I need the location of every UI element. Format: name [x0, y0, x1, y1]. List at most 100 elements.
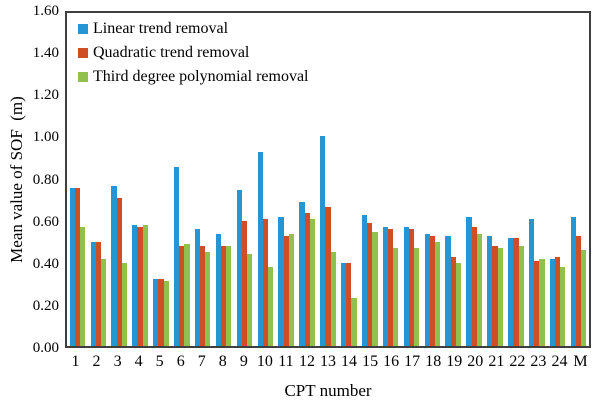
bar — [581, 250, 587, 346]
legend-label: Quadratic trend removal — [93, 44, 250, 61]
bar-group — [485, 13, 506, 346]
x-tick-label: 17 — [404, 353, 421, 370]
x-tick-label: M — [573, 353, 588, 370]
bar — [257, 152, 263, 346]
bar — [142, 225, 148, 346]
bar — [158, 279, 164, 346]
x-tick-label: 23 — [530, 353, 547, 370]
bar-group — [109, 13, 130, 346]
bar — [194, 229, 201, 346]
bar — [153, 279, 159, 346]
x-tick-label: 13 — [320, 353, 336, 370]
bar-group — [151, 13, 172, 346]
bar-group — [318, 13, 339, 346]
y-tick-label: 1.60 — [32, 3, 59, 19]
bar-group — [88, 13, 109, 346]
bar — [163, 281, 169, 346]
y-tick-label: 0.80 — [32, 171, 59, 188]
bar — [487, 235, 493, 346]
bar — [304, 212, 310, 346]
bar — [549, 258, 556, 346]
x-tick-label: 5 — [155, 353, 164, 370]
bar-group — [359, 13, 380, 346]
bar — [80, 227, 86, 346]
bar — [575, 235, 582, 346]
bar — [299, 202, 305, 346]
bar — [247, 254, 253, 346]
bar — [388, 229, 394, 346]
bar-group — [338, 13, 359, 346]
x-tick-label: 4 — [134, 353, 143, 370]
bar — [466, 216, 472, 346]
bar — [174, 167, 180, 346]
bar — [226, 246, 232, 346]
bar — [450, 256, 456, 346]
x-tick-label: 11 — [278, 353, 294, 370]
bar-group — [380, 13, 401, 346]
y-tick-label: 1.00 — [32, 129, 59, 146]
x-tick-label: 14 — [341, 353, 358, 370]
bar — [471, 227, 477, 346]
bar-group — [234, 13, 255, 346]
bar — [262, 219, 268, 346]
x-tick-label: 21 — [488, 353, 505, 370]
bar-group — [171, 13, 192, 346]
x-tick-label: 8 — [218, 353, 227, 370]
y-tick-label: 1.20 — [32, 87, 59, 104]
x-tick-label: 1 — [71, 353, 80, 370]
bar — [330, 252, 336, 346]
x-tick-label: 20 — [467, 353, 484, 370]
bars-container — [67, 13, 589, 346]
bar — [445, 235, 451, 346]
y-tick-label: 0.20 — [32, 297, 59, 314]
x-tick-label: 7 — [197, 353, 206, 370]
x-tick-label: 18 — [425, 353, 442, 370]
legend: Linear trend removal Quadratic trend remo… — [78, 17, 308, 89]
x-tick-label: 9 — [239, 353, 248, 370]
bar — [132, 225, 138, 346]
legend-item: Quadratic trend removal — [78, 41, 308, 65]
bar — [121, 262, 127, 346]
bar — [434, 241, 441, 346]
bar — [351, 298, 357, 346]
x-tick-label: 12 — [298, 353, 315, 370]
bar — [555, 256, 561, 346]
legend-label: Third degree polynomial removal — [93, 68, 309, 85]
bar — [241, 221, 248, 346]
legend-swatch-icon — [78, 72, 88, 82]
x-tick-label: 19 — [446, 353, 463, 370]
bar — [382, 227, 389, 346]
x-tick-label: 15 — [362, 353, 379, 370]
legend-swatch-icon — [78, 48, 88, 58]
bar — [215, 233, 221, 346]
bar — [74, 187, 81, 346]
legend-item: Linear trend removal — [78, 17, 308, 41]
bar — [518, 246, 524, 346]
legend-item: Third degree polynomial removal — [78, 65, 308, 89]
bar — [560, 266, 566, 346]
bar — [361, 214, 368, 346]
bar-group — [67, 13, 88, 346]
bar — [69, 187, 75, 346]
bar — [137, 227, 143, 346]
bar — [570, 216, 576, 346]
bar-group — [276, 13, 297, 346]
bar — [200, 246, 206, 346]
bar-group — [422, 13, 443, 346]
bar — [184, 244, 190, 346]
bar — [367, 223, 373, 346]
x-tick-label: 6 — [176, 353, 185, 370]
bar-group — [505, 13, 526, 346]
bar — [534, 260, 540, 346]
bar-group — [401, 13, 422, 346]
bar — [95, 241, 101, 346]
y-tick-label: 0.40 — [32, 255, 59, 272]
bar-group — [213, 13, 234, 346]
bar-group — [255, 13, 276, 346]
y-axis-tick-labels: 0.00 0.20 0.40 0.60 0.80 1.00 1.20 1.40 1.60 — [0, 3, 59, 356]
bar — [116, 198, 122, 346]
bar — [346, 262, 352, 346]
bar — [513, 237, 519, 346]
bar-group — [192, 13, 213, 346]
bar — [508, 237, 514, 346]
